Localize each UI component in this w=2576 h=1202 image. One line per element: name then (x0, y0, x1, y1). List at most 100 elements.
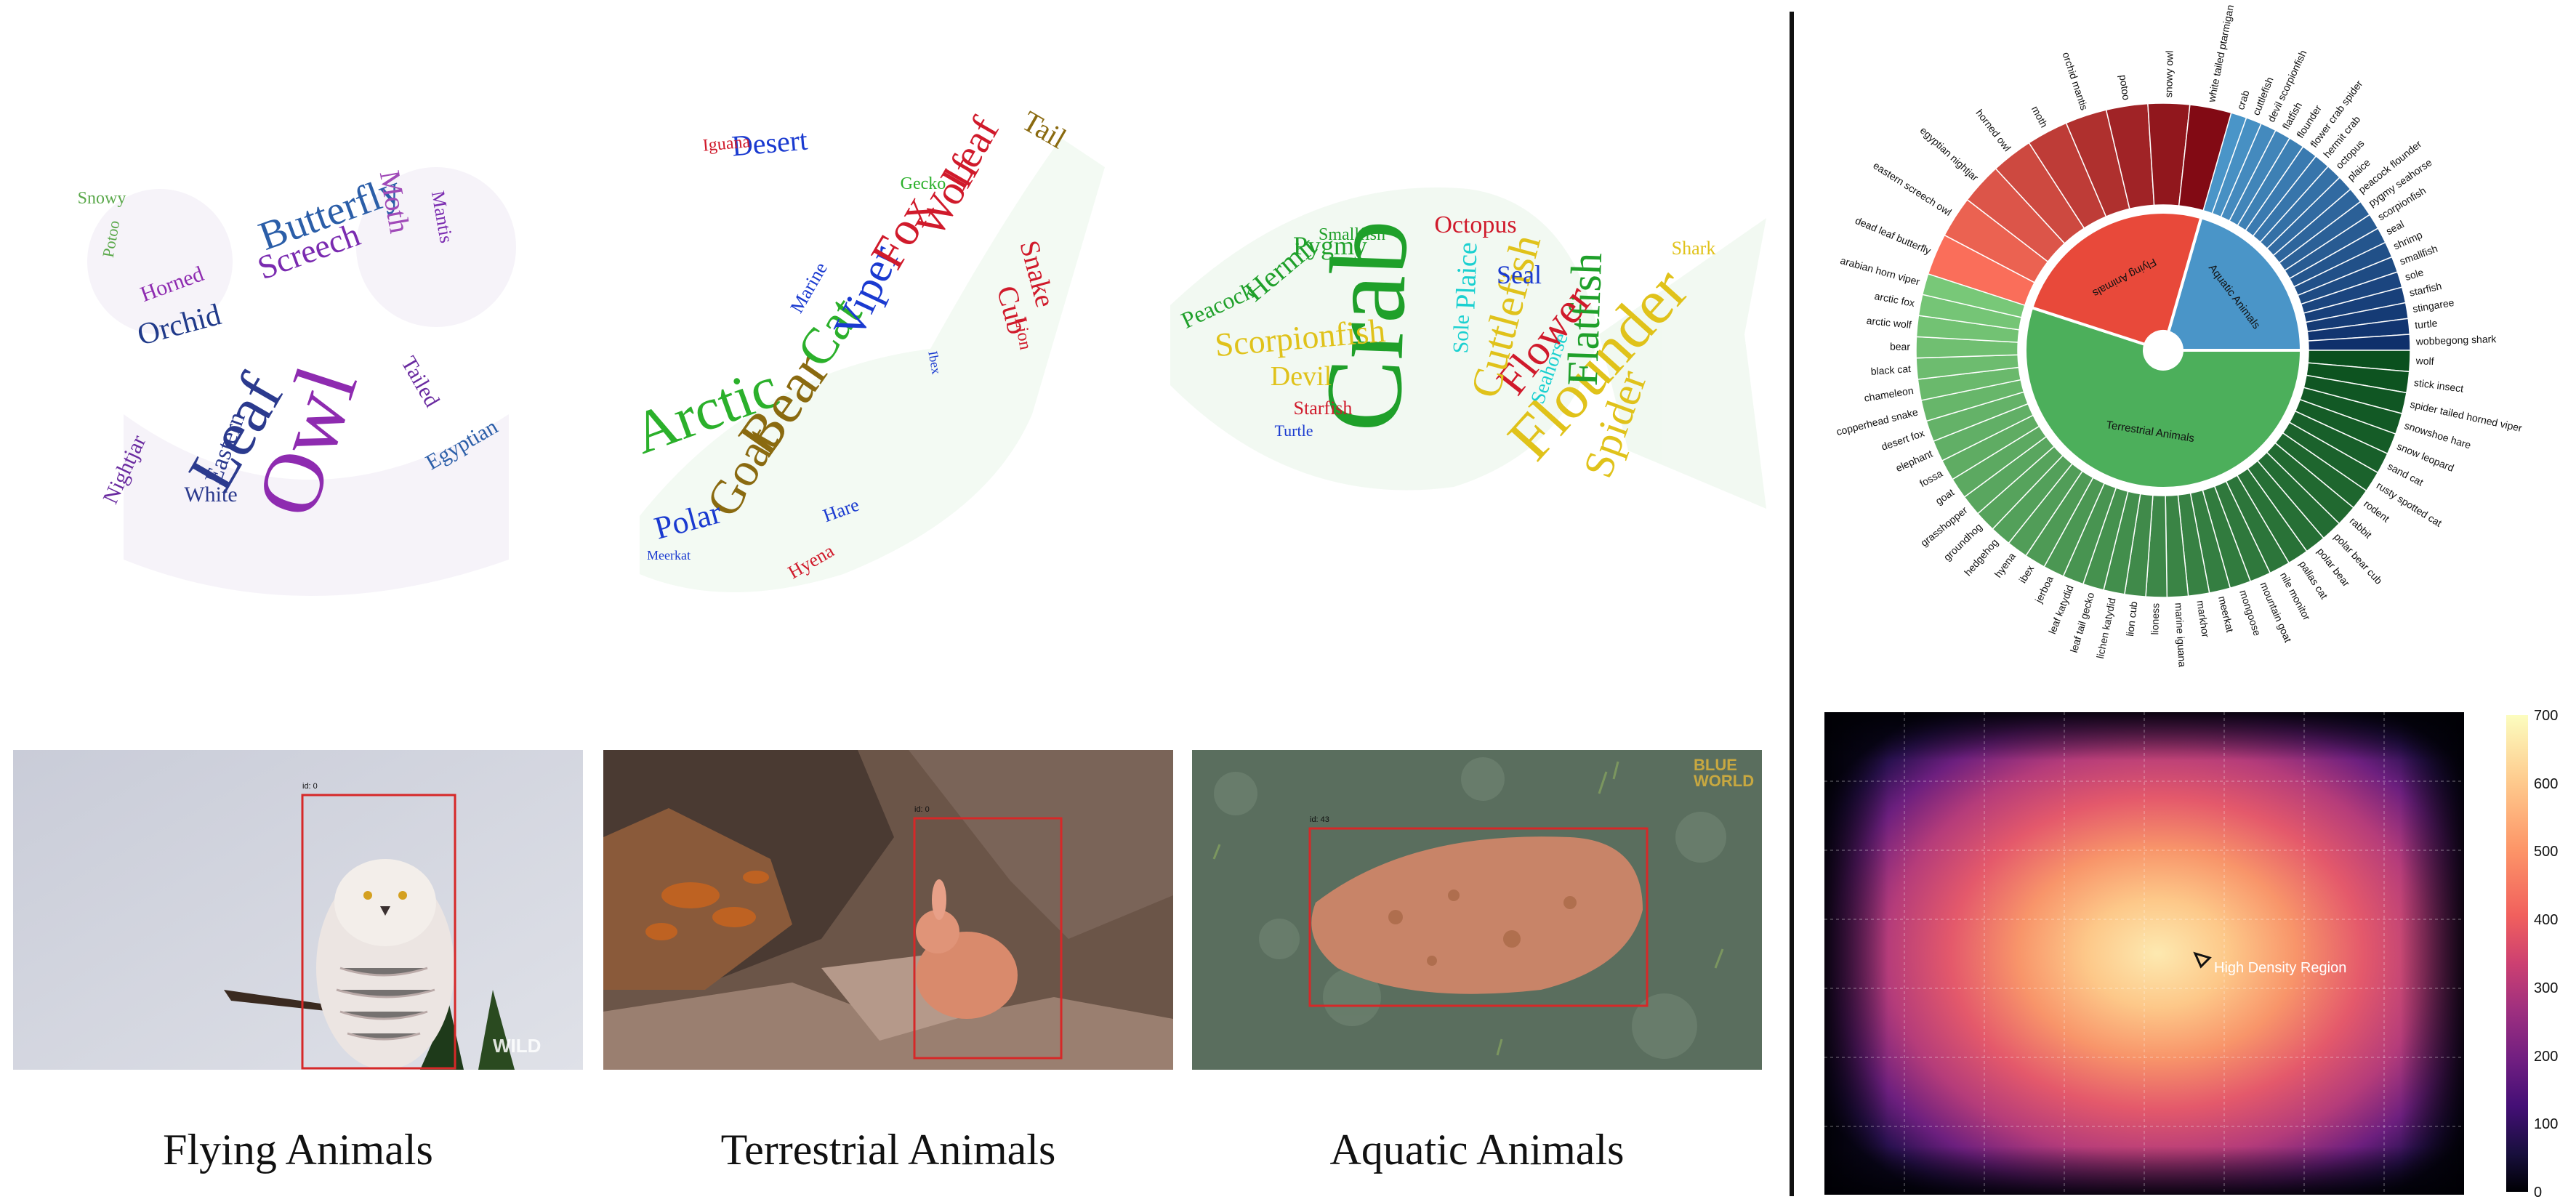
sunburst-outer-label: seal (2384, 218, 2406, 237)
colorbar-tick-label: 400 (2534, 912, 2559, 929)
sunburst-outer-label: arabian horn viper (1839, 254, 1921, 288)
wordcloud-word: Crab (1303, 218, 1430, 434)
sunburst-outer-label: sole (2404, 266, 2425, 283)
sunburst-inner-slice (2024, 305, 2303, 490)
detection-label: id: 43 (1310, 815, 1329, 824)
wordcloud-flying: Owl Leaf Butterfly Screech Moth Orchid Horned T… (73, 109, 538, 603)
colorbar-tick-label: 500 (2534, 844, 2559, 860)
sunburst-outer-label: fossa (1917, 467, 1944, 489)
sunburst-outer-label: lioness (2149, 603, 2161, 635)
colorbar-tick-label: 700 (2534, 708, 2559, 724)
wordcloud-word: Turtle (1275, 421, 1313, 440)
sunburst-outer-label: markhor (2194, 600, 2211, 638)
sunburst-outer-label: stick insect (2413, 376, 2464, 395)
wordcloud-word: Pygmy (1293, 231, 1367, 260)
sunburst-outer-label: horned owl (1973, 107, 2013, 153)
sunburst-outer-label: arctic wolf (1866, 315, 1912, 331)
annotation-arrow-icon (2193, 951, 2212, 969)
sunburst-outer-label: lichen katydid (2094, 597, 2118, 659)
heatmap-annotation: High Density Region (2214, 960, 2346, 976)
sunburst-outer-label: chameleon (1863, 384, 1914, 404)
sunburst-inner-slice (2029, 211, 2203, 347)
caption-aquatic: Aquatic Animals (1329, 1126, 1625, 1174)
sunburst-outer-slice (1921, 273, 2026, 318)
wordcloud-flying-svg: OwlLeafButterflyScreechMothOrchidHornedT… (78, 166, 516, 596)
wordcloud-word: Snowy (78, 189, 126, 208)
sunburst-outer-label: sand cat (2386, 460, 2425, 488)
wordcloud-word: Sole (1449, 314, 1474, 353)
wordcloud-word: Smallfish (1319, 225, 1385, 244)
wordcloud-aquatic: Crab Flounder Flatfish Flower Cuttlefish Spid… (1163, 145, 1774, 552)
wordcloud-terrestrial: Arctic Bear Goat Cat Viper Fox Wolf Leaf Polar De… (624, 104, 1119, 618)
heatmap-svg: High Density Region (1824, 712, 2464, 1195)
watermark-logo: WILD (493, 1035, 542, 1057)
sunburst-chart: Aquatic Animals Terrestrial Animals Flying… (1803, 0, 2576, 683)
wordcloud-word: Iguana (702, 132, 752, 156)
sunburst-outer-label: potoo (2117, 74, 2133, 101)
colorbar-tick-label: 600 (2534, 775, 2559, 792)
sunburst-outer-label: arctic fox (1874, 290, 1916, 309)
sunburst-outer-label: black cat (1870, 363, 1911, 377)
sunburst-outer-label: goat (1933, 486, 1957, 507)
sunburst-outer-label: white tailed ptarmigan (2205, 4, 2236, 104)
sunburst-outer-label: eastern screech owl (1871, 159, 1953, 218)
detection-label: id: 0 (914, 805, 930, 814)
sunburst-outer-label: stingaree (2412, 297, 2455, 315)
sunburst-outer-label: rodent (2362, 498, 2391, 525)
sunburst-outer-label: desert fox (1880, 427, 1925, 453)
sunburst-outer-label: marine iguana (2173, 602, 2188, 668)
wordcloud-word: Seal (1497, 260, 1542, 289)
watermark-logo: BLUE WORLD (1694, 756, 1755, 790)
wordcloud-word: Gecko (901, 174, 946, 193)
sunburst-outer-label: crab (2234, 89, 2252, 111)
sunburst-outer-label: rabbit (2348, 515, 2375, 541)
sunburst-outer-label: ibex (2016, 563, 2036, 585)
wordcloud-word: Plaice (1450, 241, 1483, 310)
sunburst-outer-label: wolf (2415, 355, 2434, 367)
wordcloud-word: Flatfish (1558, 252, 1611, 387)
sunburst-outer-label: elephant (1894, 448, 1935, 475)
sunburst-outer-slice (2178, 104, 2232, 211)
wordcloud-word: Desert (730, 124, 809, 163)
photo-rabbit: id: 0 (603, 750, 1173, 1070)
sunburst-outer-label: meerkat (2216, 595, 2236, 634)
caption-flying: Flying Animals (163, 1126, 433, 1174)
sunburst-outer-label: turtle (2414, 317, 2438, 331)
sunburst-outer-label: dead leaf butterfly (1853, 214, 1933, 257)
sunburst-outer-label: leaf katydid (2046, 584, 2076, 636)
wordcloud-terrestrial-svg: ArcticBearGoatCatViperFoxWolfLeafPolarDe… (624, 104, 1105, 592)
sunburst-outer-label: moth (2029, 104, 2050, 129)
sunburst-outer-label: wobbegong shark (2415, 333, 2497, 347)
sunburst-inner-slice (2166, 215, 2303, 352)
colorbar-tick-label: 200 (2534, 1048, 2559, 1065)
colorbar-tick-label: 0 (2534, 1185, 2543, 1201)
sunburst-outer-label: hyena (1992, 550, 2018, 579)
sunburst-outer-label: jerboa (2032, 574, 2056, 605)
caption-terrestrial: Terrestrial Animals (720, 1126, 1056, 1174)
wordcloud-word: Tailed (396, 352, 444, 411)
wordcloud-word: Devil (1271, 361, 1332, 392)
detection-label: id: 0 (302, 782, 318, 791)
photo-flounder: id: 43 BLUE WORLD (1192, 750, 1762, 1070)
photo-snowy-owl: id: 0 WILD (13, 750, 583, 1070)
sunburst-outer-label: orchid mantis (2060, 51, 2090, 112)
wordcloud-word: Starfish (1294, 398, 1353, 419)
sunburst-outer-label: leaf tail gecko (2068, 591, 2097, 654)
colorbar (2506, 715, 2528, 1192)
colorbar-ticks: 700 600 500 400 300 200 100 0 (2534, 708, 2576, 1202)
sunburst-outer-label: mongoose (2237, 589, 2263, 637)
colorbar-tick-label: 300 (2534, 980, 2559, 996)
sunburst-outer-label: lion cub (2124, 601, 2139, 637)
sunburst-outer-label: starfish (2408, 280, 2443, 299)
wordcloud-word: Shark (1672, 238, 1716, 259)
density-heatmap: High Density Region (1824, 712, 2464, 1195)
sunburst-outer-label: snowy owl (2162, 50, 2175, 97)
vertical-divider (1790, 12, 1794, 1196)
wordcloud-word: Octopus (1434, 211, 1516, 238)
wordcloud-aquatic-svg: Crab FlounderFlatfishFlowerCuttlefishSpid… (1170, 187, 1766, 509)
wordcloud-word: Meerkat (647, 548, 691, 562)
sunburst-outer-label: egyptian nightjar (1918, 124, 1981, 183)
wordcloud-word: White (184, 483, 237, 507)
colorbar-tick-label: 100 (2534, 1116, 2559, 1133)
